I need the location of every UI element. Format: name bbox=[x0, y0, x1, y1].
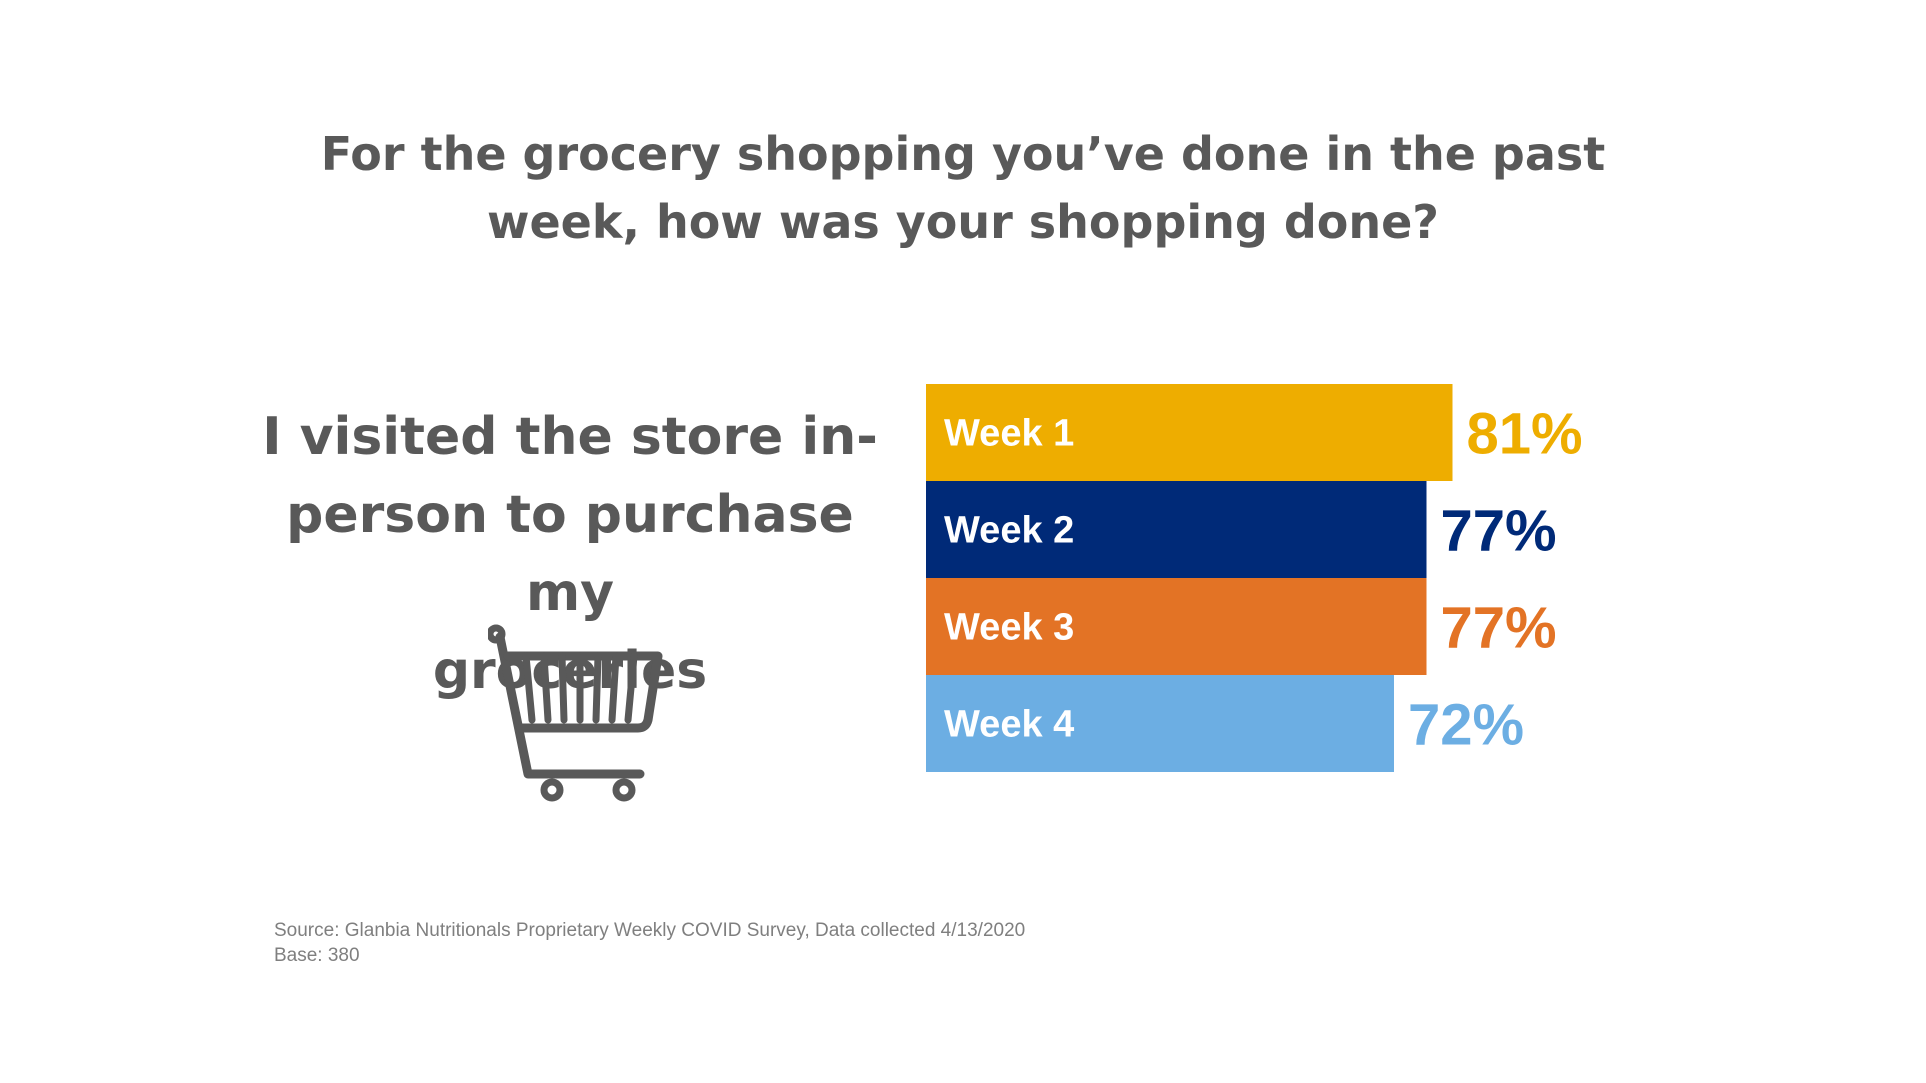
caption-line-1: I visited the store in- bbox=[262, 407, 878, 467]
bar-week-1 bbox=[926, 384, 1453, 481]
value-label-week-4: 72% bbox=[1408, 693, 1524, 758]
bar-week-2 bbox=[926, 481, 1427, 578]
category-label-week-2: Week 2 bbox=[944, 510, 1074, 552]
caption-line-3: groceries bbox=[432, 641, 708, 701]
category-label-week-1: Week 1 bbox=[944, 413, 1074, 455]
chart-title-line-1: For the grocery shopping you’ve done in … bbox=[320, 127, 1606, 181]
bar-week-3 bbox=[926, 578, 1427, 675]
chart-title: For the grocery shopping you’ve done in … bbox=[0, 120, 1926, 256]
value-label-week-3: 77% bbox=[1441, 596, 1557, 661]
value-label-week-1: 81% bbox=[1467, 402, 1583, 467]
category-label-week-4: Week 4 bbox=[944, 704, 1074, 746]
caption-line-2: person to purchase my bbox=[286, 485, 854, 623]
value-label-week-2: 77% bbox=[1441, 499, 1557, 564]
base-line: Base: 380 bbox=[274, 945, 360, 966]
bar-week-4 bbox=[926, 675, 1394, 772]
chart-caption: I visited the store in- person to purcha… bbox=[240, 398, 900, 710]
source-note: Source: Glanbia Nutritionals Proprietary… bbox=[274, 918, 1025, 968]
chart-title-line-2: week, how was your shopping done? bbox=[486, 195, 1439, 249]
shopping-cart-icon bbox=[488, 624, 663, 802]
source-line: Source: Glanbia Nutritionals Proprietary… bbox=[274, 920, 1026, 941]
category-label-week-3: Week 3 bbox=[944, 607, 1074, 649]
